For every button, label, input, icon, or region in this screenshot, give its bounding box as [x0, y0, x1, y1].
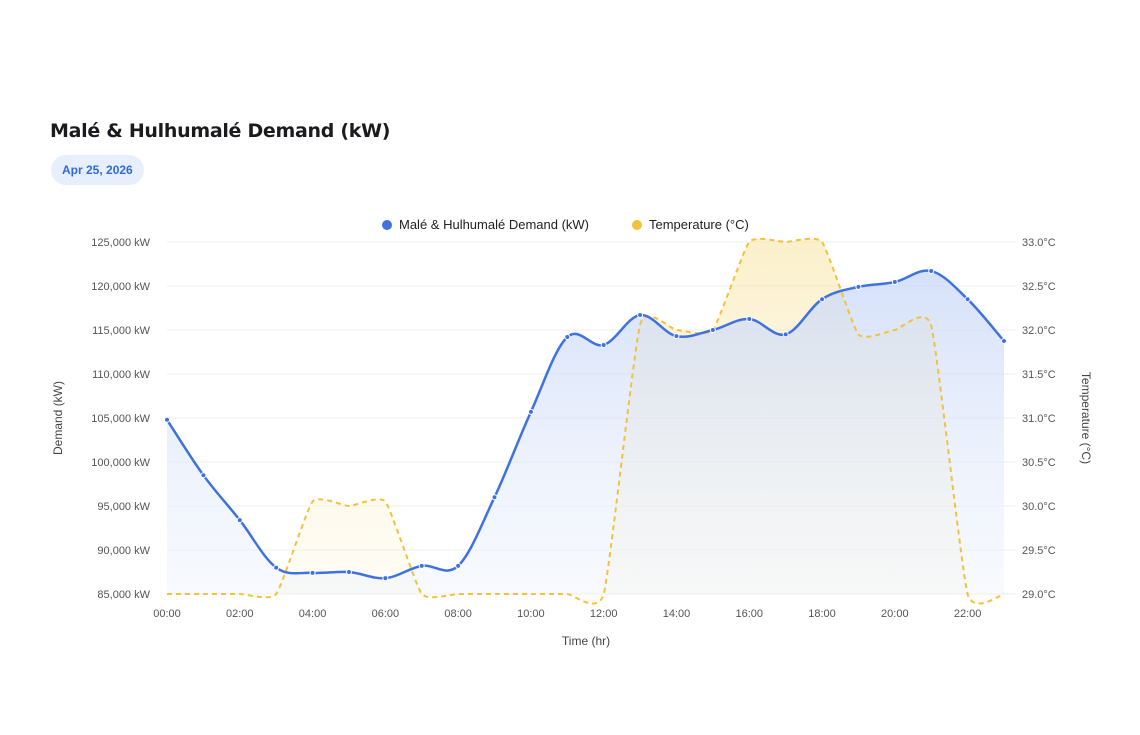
x-tick-label: 06:00 [372, 608, 400, 620]
x-axis-label: Time (hr) [562, 634, 610, 648]
x-tick-label: 14:00 [663, 608, 691, 620]
demand-point[interactable] [891, 279, 898, 286]
demand-point[interactable] [564, 334, 571, 341]
y2-tick-label: 32.0°C [1022, 325, 1056, 337]
y-tick-label: 85,000 kW [97, 589, 150, 601]
chart-title: Malé & Hulhumalé Demand (kW) [50, 120, 391, 142]
demand-point[interactable] [1001, 338, 1007, 344]
y2-tick-label: 33.0°C [1022, 237, 1056, 249]
y-tick-label: 125,000 kW [91, 237, 150, 249]
demand-point[interactable] [382, 575, 389, 582]
demand-point[interactable] [236, 517, 243, 524]
y-tick-label: 100,000 kW [91, 457, 150, 469]
x-tick-label: 00:00 [153, 608, 181, 620]
y2-tick-label: 30.5°C [1022, 457, 1056, 469]
y2-tick-label: 30.0°C [1022, 501, 1056, 513]
x-tick-label: 10:00 [517, 608, 545, 620]
demand-point[interactable] [855, 283, 862, 290]
legend: Malé & Hulhumalé Demand (kW) Temperature… [382, 217, 749, 232]
y-tick-label: 90,000 kW [97, 545, 150, 557]
legend-demand-label[interactable]: Malé & Hulhumalé Demand (kW) [399, 217, 589, 232]
y2-tick-label: 31.0°C [1022, 413, 1056, 425]
y-tick-label: 105,000 kW [91, 413, 150, 425]
demand-point[interactable] [819, 296, 826, 303]
x-tick-label: 22:00 [954, 608, 982, 620]
demand-point[interactable] [164, 416, 170, 423]
y-tick-label: 110,000 kW [92, 369, 151, 381]
x-tick-label: 18:00 [808, 608, 836, 620]
date-badge[interactable]: Apr 25, 2026 [51, 155, 144, 185]
demand-point[interactable] [345, 569, 352, 575]
demand-point[interactable] [928, 268, 935, 275]
demand-point[interactable] [709, 327, 716, 333]
y-tick-label: 120,000 kW [91, 281, 150, 293]
demand-area [167, 270, 1004, 594]
demand-point[interactable] [491, 494, 498, 501]
y-tick-label: 115,000 kW [92, 325, 151, 337]
y2-tick-label: 29.0°C [1022, 589, 1056, 601]
demand-point[interactable] [600, 341, 607, 348]
demand-point[interactable] [418, 562, 425, 569]
temperature-line [167, 237, 1005, 605]
y-tick-label: 95,000 kW [97, 501, 150, 513]
legend-temperature-label[interactable]: Temperature (°C) [649, 217, 749, 232]
demand-point[interactable] [746, 316, 753, 322]
x-tick-label: 12:00 [590, 608, 618, 620]
x-tick-label: 02:00 [226, 608, 254, 620]
demand-point[interactable] [673, 333, 680, 340]
y2-tick-label: 29.5°C [1022, 545, 1056, 557]
demand-point[interactable] [782, 331, 789, 338]
y2-tick-label: 31.5°C [1022, 369, 1056, 381]
legend-demand-marker [382, 220, 392, 230]
x-tick-label: 16:00 [735, 608, 763, 620]
y2-axis-label: Temperature (°C) [1079, 372, 1093, 464]
y2-tick-label: 32.5°C [1022, 281, 1056, 293]
x-tick-label: 20:00 [881, 608, 909, 620]
demand-point[interactable] [309, 569, 316, 576]
demand-point[interactable] [455, 562, 462, 569]
x-tick-label: 08:00 [444, 608, 472, 620]
demand-point[interactable] [527, 408, 534, 415]
demand-point[interactable] [273, 564, 280, 571]
x-tick-label: 04:00 [299, 608, 327, 620]
legend-temperature-marker [632, 220, 642, 230]
demand-point[interactable] [964, 296, 971, 303]
demand-point[interactable] [200, 472, 207, 479]
demand-point[interactable] [637, 312, 644, 319]
y-axis-label: Demand (kW) [51, 381, 65, 455]
